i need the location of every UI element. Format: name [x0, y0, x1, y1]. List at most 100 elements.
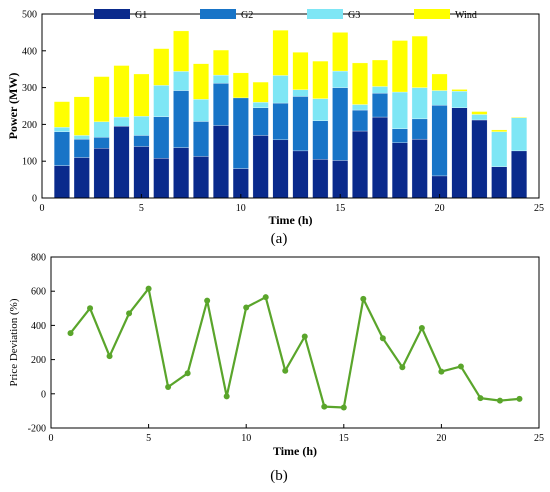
data-point-t4: [126, 310, 133, 317]
legend-swatch-g3: [307, 9, 343, 19]
y-tick-label: 400: [22, 46, 37, 57]
data-point-t3: [106, 353, 113, 360]
y-tick-label: 400: [31, 321, 46, 332]
bar-wind-t6: [153, 48, 170, 86]
x-tick-label: 25: [534, 203, 544, 214]
y-tick-label: 800: [31, 253, 46, 264]
bar-g2-t14: [312, 120, 329, 160]
bar-g1-t21: [451, 107, 468, 199]
bar-g1-t6: [153, 158, 170, 199]
x-tick-label: 5: [139, 203, 144, 214]
x-axis-title: Time (h): [273, 444, 317, 458]
bar-g1-t8: [193, 156, 209, 199]
bar-g3-t5: [133, 116, 150, 136]
bar-g1-t19: [411, 138, 428, 199]
data-point-t13: [301, 333, 308, 340]
bar-g2-t20: [431, 105, 448, 177]
bar-g2-t17: [372, 92, 388, 118]
data-point-t10: [243, 304, 250, 311]
x-tick-label: 25: [534, 433, 544, 444]
y-tick-label: 200: [31, 355, 46, 366]
bar-g2-t6: [153, 116, 170, 159]
bar-wind-t22: [471, 111, 488, 115]
y-axis-title: Price Deviation (%): [8, 298, 20, 386]
bar-g3-t17: [372, 86, 388, 94]
data-point-t11: [262, 294, 269, 301]
bar-g3-t23: [491, 131, 508, 167]
panel-label: (b): [270, 468, 288, 484]
data-point-t1: [67, 330, 74, 337]
bar-wind-t17: [372, 59, 388, 87]
bar-wind-t14: [312, 60, 329, 99]
bar-wind-t20: [431, 73, 448, 91]
bar-g1-t23: [491, 166, 508, 199]
bar-g1-t1: [53, 165, 70, 199]
bar-g2-t8: [193, 121, 209, 157]
bar-g3-t18: [391, 91, 408, 129]
bar-g3-t1: [53, 127, 70, 132]
data-point-t16: [360, 295, 367, 302]
y-tick-label: 300: [22, 83, 37, 94]
bar-wind-t2: [73, 96, 90, 136]
bar-g1-t11: [252, 135, 269, 199]
bar-wind-t9: [213, 49, 229, 76]
x-tick-label: 0: [49, 433, 54, 444]
legend-swatch-wind: [414, 9, 450, 19]
data-point-t17: [379, 335, 386, 342]
bar-g1-t7: [173, 147, 190, 199]
legend-label-g3: G3: [348, 10, 360, 21]
bar-g3-t2: [73, 135, 90, 140]
y-axis-title: Power (MW): [6, 73, 20, 140]
x-tick-label: 20: [435, 203, 445, 214]
bar-wind-t7: [173, 30, 190, 72]
bar-g1-t13: [292, 150, 309, 199]
bar-g2-t10: [232, 97, 249, 169]
bar-g2-t7: [173, 90, 190, 148]
bar-g3-t21: [451, 91, 468, 108]
bar-wind-t18: [391, 40, 408, 93]
legend-swatch-g2: [200, 9, 236, 19]
bar-g3-t20: [431, 90, 448, 106]
legend-label-g2: G2: [241, 10, 253, 21]
bar-g1-t12: [272, 139, 289, 199]
legend-label-g1: G1: [135, 10, 147, 21]
bar-g3-t13: [292, 89, 309, 97]
data-point-t21: [457, 363, 464, 370]
y-tick-label: 500: [22, 10, 37, 21]
bar-wind-t16: [352, 62, 368, 105]
bar-g1-t18: [391, 142, 408, 199]
data-point-t20: [438, 368, 445, 375]
bar-g1-t16: [352, 130, 368, 199]
bar-g3-t7: [173, 71, 190, 91]
data-point-t2: [87, 305, 94, 312]
bar-wind-t15: [332, 32, 349, 72]
y-tick-label: 600: [31, 287, 46, 298]
bar-g1-t22: [471, 119, 488, 199]
y-tick-label: 0: [41, 389, 46, 400]
data-point-t5: [145, 285, 152, 292]
bar-g3-t3: [93, 121, 110, 138]
data-point-t18: [399, 364, 406, 371]
x-tick-label: 10: [241, 433, 251, 444]
bar-wind-t12: [272, 30, 289, 76]
bar-g2-t15: [332, 87, 349, 161]
stacked-bar-chart-panel: 0 5 10 15 20 25 0 100 200 300 400 500 G1 G2 G3 Wind Ti…: [6, 9, 544, 247]
bar-wind-t21: [451, 89, 468, 92]
plot-area-frame: [50, 256, 540, 429]
data-point-t14: [321, 403, 328, 410]
data-point-t15: [340, 404, 347, 411]
data-point-t7: [184, 370, 191, 377]
x-tick-label: 5: [146, 433, 151, 444]
bar-wind-t19: [411, 35, 428, 88]
x-tick-label: 15: [335, 203, 345, 214]
data-point-t19: [418, 324, 425, 331]
bar-g2-t12: [272, 102, 289, 141]
bar-g3-t16: [352, 104, 368, 111]
bar-g2-t11: [252, 107, 269, 136]
panel-label: (a): [271, 231, 288, 247]
data-point-t23: [496, 397, 503, 404]
x-tick-label: 15: [339, 433, 349, 444]
